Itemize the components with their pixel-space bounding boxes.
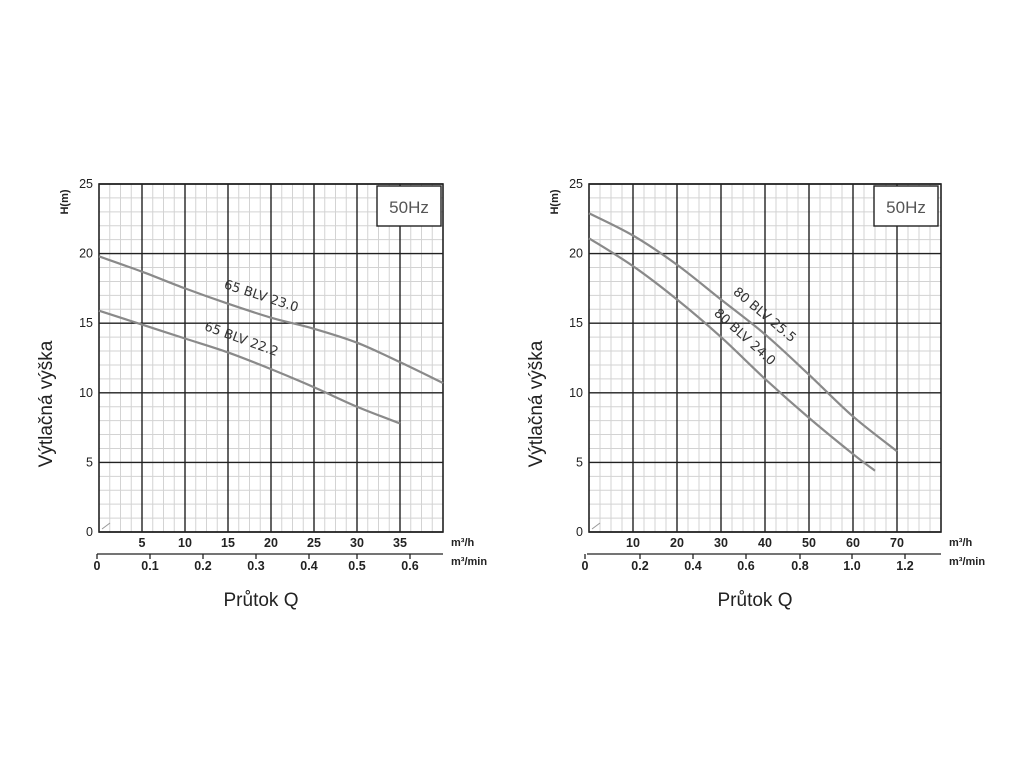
series-line — [588, 237, 876, 472]
y-axis-short-label: H(m) — [59, 189, 71, 214]
origin-mark — [101, 522, 111, 530]
x-tick-label-m3min: 0.6 — [401, 559, 418, 573]
y-tick-label: 20 — [79, 247, 93, 261]
x-unit-m3min: m³/min — [949, 556, 985, 568]
x-tick-label-m3min: 0.2 — [631, 559, 648, 573]
x-tick-label-m3min: 0.8 — [791, 559, 808, 573]
x-tick-label-m3min: 0.6 — [737, 559, 754, 573]
x-tick-label-m3min: 1.0 — [843, 559, 860, 573]
x-tick-label-m3h: 20 — [670, 536, 684, 550]
chart-left: 0 5 10 15 20 25 5 10 15 20 25 30 35 0 0.1 0.2 0.3 0.4 0.5 0… — [36, 177, 487, 611]
plot-frame — [588, 183, 942, 533]
y-tick-label: 15 — [79, 316, 93, 330]
series-line — [98, 309, 401, 425]
x-tick-label-m3h: 10 — [178, 536, 192, 550]
frequency-box — [873, 185, 939, 227]
y-tick-label: 5 — [86, 455, 93, 469]
x-tick-label-m3min: 0 — [94, 559, 101, 573]
y-axis-title: Výtlačná výška — [36, 340, 57, 467]
x-unit-m3min: m³/min — [451, 556, 487, 568]
frequency-label: 50Hz — [389, 198, 429, 217]
y-tick-label: 10 — [569, 386, 583, 400]
y-axis-short-label: H(m) — [549, 189, 561, 214]
y-tick-label: 5 — [576, 455, 583, 469]
x-unit-m3h: m³/h — [949, 537, 973, 549]
x-tick-label-m3h: 30 — [350, 536, 364, 550]
chart-right: 0 5 10 15 20 25 10 20 30 40 50 60 70 0 0.2 0.4 0.6 0.8 1.0… — [526, 177, 985, 611]
frequency-label: 50Hz — [886, 198, 926, 217]
x-tick-label-m3h: 30 — [714, 536, 728, 550]
frequency-box — [376, 185, 442, 227]
x-tick-label-m3min: 1.2 — [896, 559, 913, 573]
x-tick-label-m3h: 15 — [221, 536, 235, 550]
y-tick-label: 25 — [79, 177, 93, 191]
x-axis-title: Průtok Q — [224, 590, 299, 611]
series-line — [588, 212, 898, 453]
x-tick-label-m3min: 0.4 — [684, 559, 701, 573]
x-tick-label-m3min: 0.5 — [348, 559, 365, 573]
y-tick-label: 0 — [576, 525, 583, 539]
x-tick-label-m3min: 0.1 — [141, 559, 158, 573]
origin-mark — [591, 522, 601, 530]
x-tick-label-m3h: 20 — [264, 536, 278, 550]
x-tick-label-m3h: 10 — [626, 536, 640, 550]
y-tick-label: 25 — [569, 177, 583, 191]
x-tick-label-m3h: 60 — [846, 536, 860, 550]
y-tick-label: 15 — [569, 316, 583, 330]
x-axis-title: Průtok Q — [718, 590, 793, 611]
series-label: 65 BLV 22.2 — [202, 319, 280, 360]
plot-frame — [98, 183, 444, 533]
series-line — [98, 255, 444, 385]
x-unit-m3h: m³/h — [451, 537, 475, 549]
x-tick-label-m3min: 0 — [582, 559, 589, 573]
x-tick-label-m3h: 5 — [139, 536, 146, 550]
x-tick-label-m3h: 40 — [758, 536, 772, 550]
series-label: 65 BLV 23.0 — [222, 278, 300, 316]
x-tick-label-m3min: 0.4 — [300, 559, 317, 573]
x-tick-label-m3h: 25 — [307, 536, 321, 550]
x-tick-label-m3min: 0.2 — [194, 559, 211, 573]
x-tick-label-m3h: 50 — [802, 536, 816, 550]
y-tick-label: 0 — [86, 525, 93, 539]
y-tick-label: 20 — [569, 247, 583, 261]
y-tick-label: 10 — [79, 386, 93, 400]
x-tick-label-m3min: 0.3 — [247, 559, 264, 573]
x-tick-label-m3h: 70 — [890, 536, 904, 550]
y-axis-title: Výtlačná výška — [526, 340, 547, 467]
x-tick-label-m3h: 35 — [393, 536, 407, 550]
